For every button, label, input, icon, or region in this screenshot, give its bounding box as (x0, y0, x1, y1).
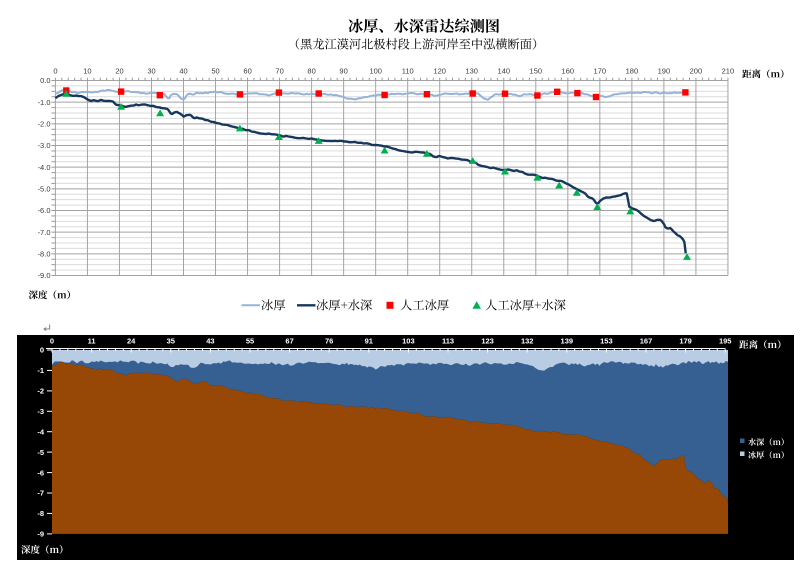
svg-text:-1.0: -1.0 (38, 98, 51, 107)
svg-text:76: 76 (325, 337, 333, 346)
svg-text:24: 24 (127, 337, 136, 346)
svg-text:170: 170 (594, 67, 607, 76)
svg-text:140: 140 (498, 67, 511, 76)
svg-text:55: 55 (246, 337, 254, 346)
svg-text:-2: -2 (37, 387, 44, 396)
svg-text:167: 167 (640, 337, 653, 346)
svg-text:-9: -9 (37, 530, 44, 539)
svg-text:20: 20 (115, 67, 123, 76)
svg-text:180: 180 (626, 67, 639, 76)
svg-text:110: 110 (402, 67, 414, 76)
svg-text:-5: -5 (37, 448, 44, 457)
svg-text:-2.0: -2.0 (38, 120, 51, 129)
svg-text:120: 120 (433, 67, 446, 76)
svg-text:100: 100 (369, 67, 382, 76)
svg-text:0: 0 (50, 337, 54, 346)
svg-text:195: 195 (719, 337, 732, 346)
svg-text:70: 70 (275, 67, 283, 76)
svg-text:-4.0: -4.0 (38, 163, 51, 172)
svg-text:113: 113 (442, 337, 454, 346)
svg-text:123: 123 (481, 337, 494, 346)
svg-text:210: 210 (722, 67, 735, 76)
svg-text:-5.0: -5.0 (38, 185, 51, 194)
svg-text:-3.0: -3.0 (38, 141, 51, 150)
svg-text:-8: -8 (37, 509, 44, 518)
svg-text:-7: -7 (37, 489, 44, 498)
svg-text:80: 80 (307, 67, 315, 76)
svg-text:130: 130 (465, 67, 478, 76)
svg-text:160: 160 (562, 67, 575, 76)
svg-text:-1: -1 (37, 366, 44, 375)
svg-text:10: 10 (83, 67, 91, 76)
svg-text:-4: -4 (37, 427, 44, 436)
svg-text:0.0: 0.0 (40, 76, 50, 85)
svg-text:-8.0: -8.0 (38, 250, 51, 259)
svg-text:90: 90 (339, 67, 347, 76)
svg-text:43: 43 (206, 337, 214, 346)
svg-text:-9.0: -9.0 (38, 271, 51, 280)
svg-text:67: 67 (285, 337, 293, 346)
svg-text:30: 30 (147, 67, 155, 76)
svg-text:0: 0 (53, 67, 57, 76)
svg-text:190: 190 (658, 67, 671, 76)
svg-text:153: 153 (600, 337, 613, 346)
svg-text:-3: -3 (37, 407, 44, 416)
svg-text:91: 91 (365, 337, 373, 346)
svg-text:11: 11 (88, 337, 96, 346)
svg-text:139: 139 (561, 337, 574, 346)
svg-text:40: 40 (179, 67, 187, 76)
svg-text:103: 103 (402, 337, 415, 346)
svg-text:-6: -6 (37, 468, 44, 477)
svg-text:150: 150 (530, 67, 543, 76)
svg-text:0: 0 (40, 346, 44, 355)
svg-text:132: 132 (521, 337, 534, 346)
svg-text:60: 60 (243, 67, 251, 76)
svg-text:50: 50 (211, 67, 219, 76)
svg-text:179: 179 (679, 337, 692, 346)
svg-text:35: 35 (167, 337, 175, 346)
svg-text:-6.0: -6.0 (38, 206, 51, 215)
svg-text:200: 200 (690, 67, 703, 76)
svg-text:-7.0: -7.0 (38, 228, 51, 237)
